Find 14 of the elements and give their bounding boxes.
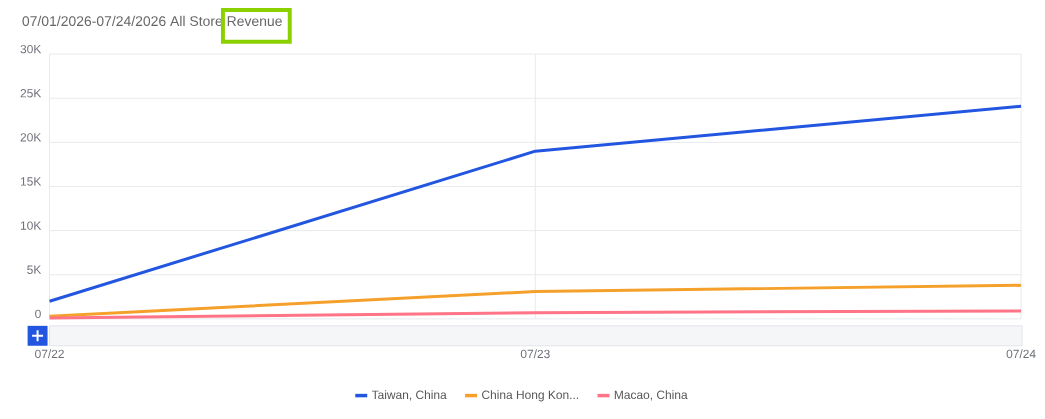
x-tick-label: 07/24: [1006, 349, 1036, 359]
legend-label: Taiwan, China: [371, 390, 447, 401]
x-tick-label: 07/23: [520, 349, 550, 359]
y-tick-label: 10K: [20, 221, 42, 231]
y-tick-label: 25K: [20, 89, 42, 98]
legend-label: Macao, China: [614, 390, 688, 401]
y-tick-label: 30K: [20, 45, 42, 54]
y-tick-label: 15K: [20, 177, 42, 186]
chart-title: 07/01/2026-07/24/2026 All Store Revenue: [22, 16, 282, 27]
legend-label: China Hong Kon...: [482, 390, 579, 402]
y-tick-label: 0: [35, 309, 41, 319]
x-tick-label: 07/22: [35, 349, 64, 359]
y-tick-label: 5K: [27, 265, 42, 275]
y-tick-label: 20K: [20, 133, 42, 142]
